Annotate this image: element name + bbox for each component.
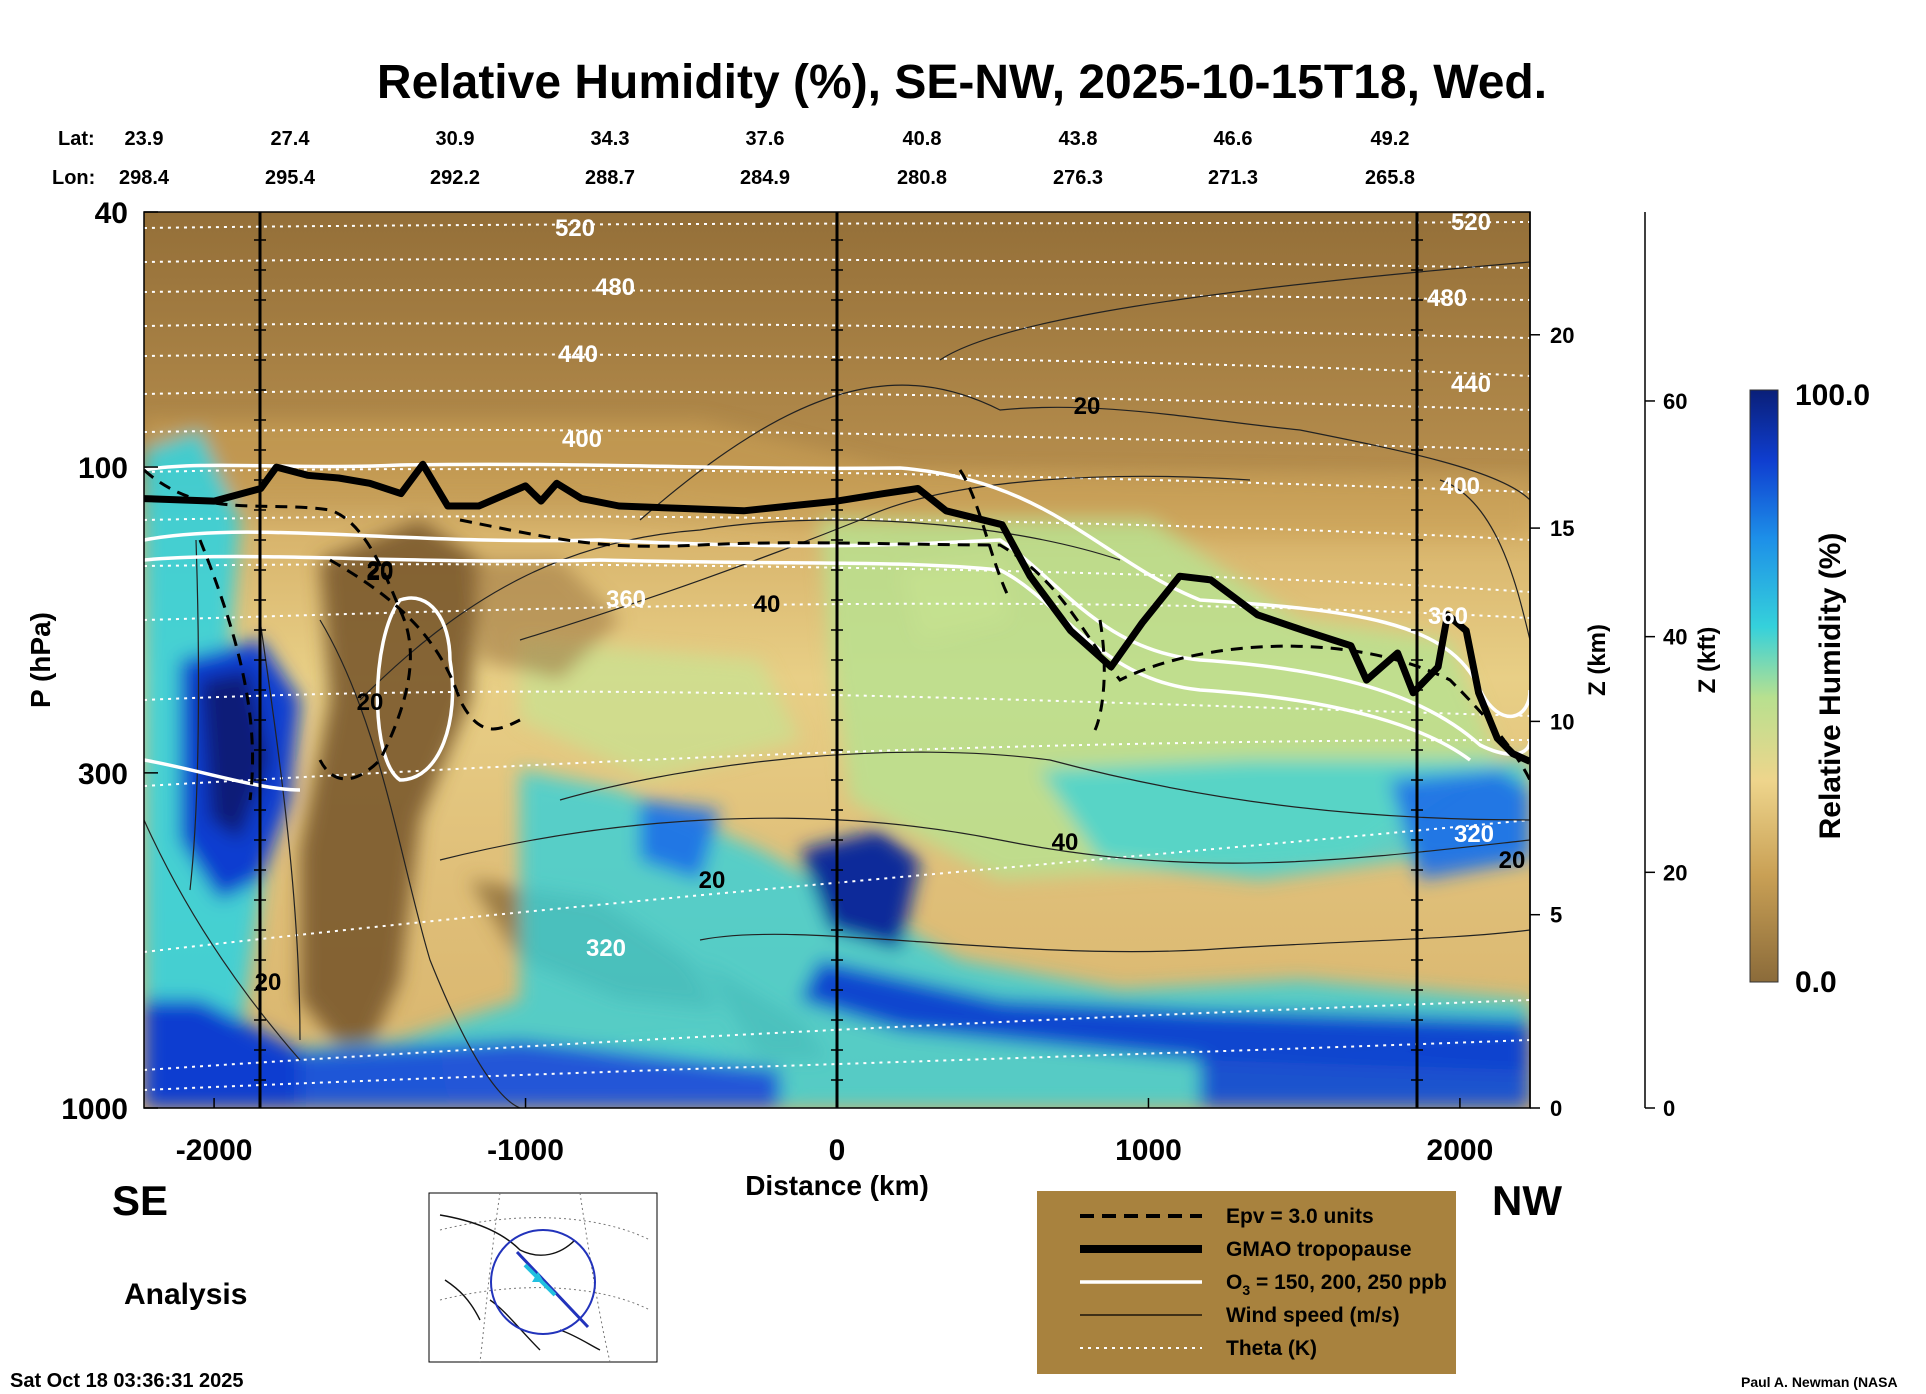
legend-label: GMAO tropopause xyxy=(1226,1238,1412,1261)
z-km-tick-label: 20 xyxy=(1550,323,1574,348)
wind-label: 20 xyxy=(367,559,394,586)
lat-value: 43.8 xyxy=(1059,128,1098,150)
analysis-label: Analysis xyxy=(124,1278,247,1311)
x-tick-label: 0 xyxy=(829,1134,846,1167)
theta-label: 400 xyxy=(562,426,602,453)
epv-contours xyxy=(144,468,1530,801)
theta-label: 520 xyxy=(555,215,595,242)
lat-value: 34.3 xyxy=(591,128,630,150)
colorbar-label: Relative Humidity (%) xyxy=(1814,533,1847,840)
x-tick-label: 2000 xyxy=(1427,1134,1494,1167)
z-km-tick-label: 5 xyxy=(1550,903,1562,928)
x-tick-label: 1000 xyxy=(1115,1134,1182,1167)
timestamp: Sat Oct 18 03:36:31 2025 xyxy=(10,1370,244,1392)
theta-label: 520 xyxy=(1451,209,1491,236)
se-label: SE xyxy=(112,1177,168,1224)
legend: Epv = 3.0 units GMAO tropopause O3 = 150, … xyxy=(1037,1191,1456,1374)
lat-value: 27.4 xyxy=(271,128,311,150)
lon-value: 298.4 xyxy=(119,167,170,189)
lon-value: 288.7 xyxy=(585,167,635,189)
theta-label: 320 xyxy=(586,935,626,962)
z-km-tick-label: 0 xyxy=(1550,1096,1562,1121)
lon-value: 276.3 xyxy=(1053,167,1103,189)
lon-value: 292.2 xyxy=(430,167,480,189)
longitude-values: 298.4 295.4 292.2 288.7 284.9 280.8 276.3 271.3… xyxy=(119,167,1415,189)
ozone-contours xyxy=(144,462,1530,792)
y-tick-label: 40 xyxy=(95,197,128,230)
lat-value: 37.6 xyxy=(746,128,785,150)
humidity-field: 520 480 440 400 360 320 520 480 440 400 360 320 20 4… xyxy=(144,209,1530,1108)
y-axis-label: P (hPa) xyxy=(25,612,56,708)
x-axis-label: Distance (km) xyxy=(745,1170,929,1201)
wind-label: 40 xyxy=(754,591,781,618)
theta-label: 480 xyxy=(595,274,635,301)
wind-label: 20 xyxy=(357,689,384,716)
wind-label: 20 xyxy=(1499,847,1526,874)
wind-label: 40 xyxy=(1052,829,1079,856)
theta-labels: 520 480 440 400 360 320 520 480 440 400 360 320 xyxy=(555,209,1494,962)
wind-label: 20 xyxy=(367,557,394,584)
lon-value: 295.4 xyxy=(265,167,316,189)
lat-value: 49.2 xyxy=(1371,128,1410,150)
theta-label: 440 xyxy=(558,341,598,368)
svg-text:Z (kft): Z (kft) xyxy=(1694,627,1721,694)
nw-label: NW xyxy=(1492,1177,1562,1224)
z-kft-axis: 0 20 40 60 Z (kft) xyxy=(1644,212,1721,1121)
theta-label: 320 xyxy=(1454,821,1494,848)
legend-label: Wind speed (m/s) xyxy=(1226,1304,1400,1327)
inset-map xyxy=(428,1192,658,1363)
z-km-tick-label: 15 xyxy=(1550,516,1574,541)
lon-label: Lon: xyxy=(52,167,95,189)
lat-value: 40.8 xyxy=(903,128,942,150)
z-kft-tick-label: 20 xyxy=(1663,860,1687,885)
legend-label: O3 = 150, 200, 250 ppb xyxy=(1226,1271,1447,1298)
legend-label: Theta (K) xyxy=(1226,1337,1317,1360)
theta-label: 440 xyxy=(1451,371,1491,398)
x-axis: -2000 -1000 0 1000 2000 xyxy=(176,1098,1494,1167)
y-tick-label: 100 xyxy=(78,452,128,485)
theta-label: 360 xyxy=(606,586,646,613)
wind-label: 20 xyxy=(255,969,282,996)
lat-value: 46.6 xyxy=(1214,128,1253,150)
theta-label: 480 xyxy=(1427,285,1467,312)
wind-label: 20 xyxy=(699,867,726,894)
svg-text:Z (km): Z (km) xyxy=(1584,624,1611,696)
credit: Paul A. Newman (NASA xyxy=(1741,1374,1898,1390)
lon-value: 271.3 xyxy=(1208,167,1258,189)
theta-contours xyxy=(144,221,1530,1091)
y-axis: 40 100 300 1000 xyxy=(61,197,158,1126)
y-tick-label: 1000 xyxy=(61,1093,128,1126)
colorbar-min: 0.0 xyxy=(1795,966,1837,999)
colorbar-max: 100.0 xyxy=(1795,379,1870,412)
z-kft-tick-label: 0 xyxy=(1663,1096,1675,1121)
lon-value: 284.9 xyxy=(740,167,790,189)
theta-label: 360 xyxy=(1428,603,1468,630)
z-kft-tick-label: 60 xyxy=(1663,389,1687,414)
z-km-tick-label: 10 xyxy=(1550,709,1574,734)
lat-value: 23.9 xyxy=(125,128,164,150)
lon-value: 265.8 xyxy=(1365,167,1415,189)
x-tick-label: -2000 xyxy=(176,1134,253,1167)
lat-label: Lat: xyxy=(58,128,95,150)
lat-value: 30.9 xyxy=(436,128,475,150)
lon-value: 280.8 xyxy=(897,167,947,189)
wind-speed-contours xyxy=(144,261,1530,1108)
y-tick-label: 300 xyxy=(78,758,128,791)
z-kft-tick-label: 40 xyxy=(1663,625,1687,650)
z-km-axis: 0 5 10 15 20 Z (km) xyxy=(1529,212,1611,1121)
latitude-values: 23.9 27.4 30.9 34.3 37.6 40.8 43.8 46.6 49.2 xyxy=(125,128,1410,150)
x-tick-label: -1000 xyxy=(487,1134,564,1167)
chart-title: Relative Humidity (%), SE-NW, 2025-10-15… xyxy=(377,56,1547,109)
colorbar: 100.0 0.0 Relative Humidity (%) xyxy=(1749,379,1870,999)
theta-label: 400 xyxy=(1440,473,1480,500)
wind-label: 20 xyxy=(1074,393,1101,420)
legend-label: Epv = 3.0 units xyxy=(1226,1205,1374,1228)
